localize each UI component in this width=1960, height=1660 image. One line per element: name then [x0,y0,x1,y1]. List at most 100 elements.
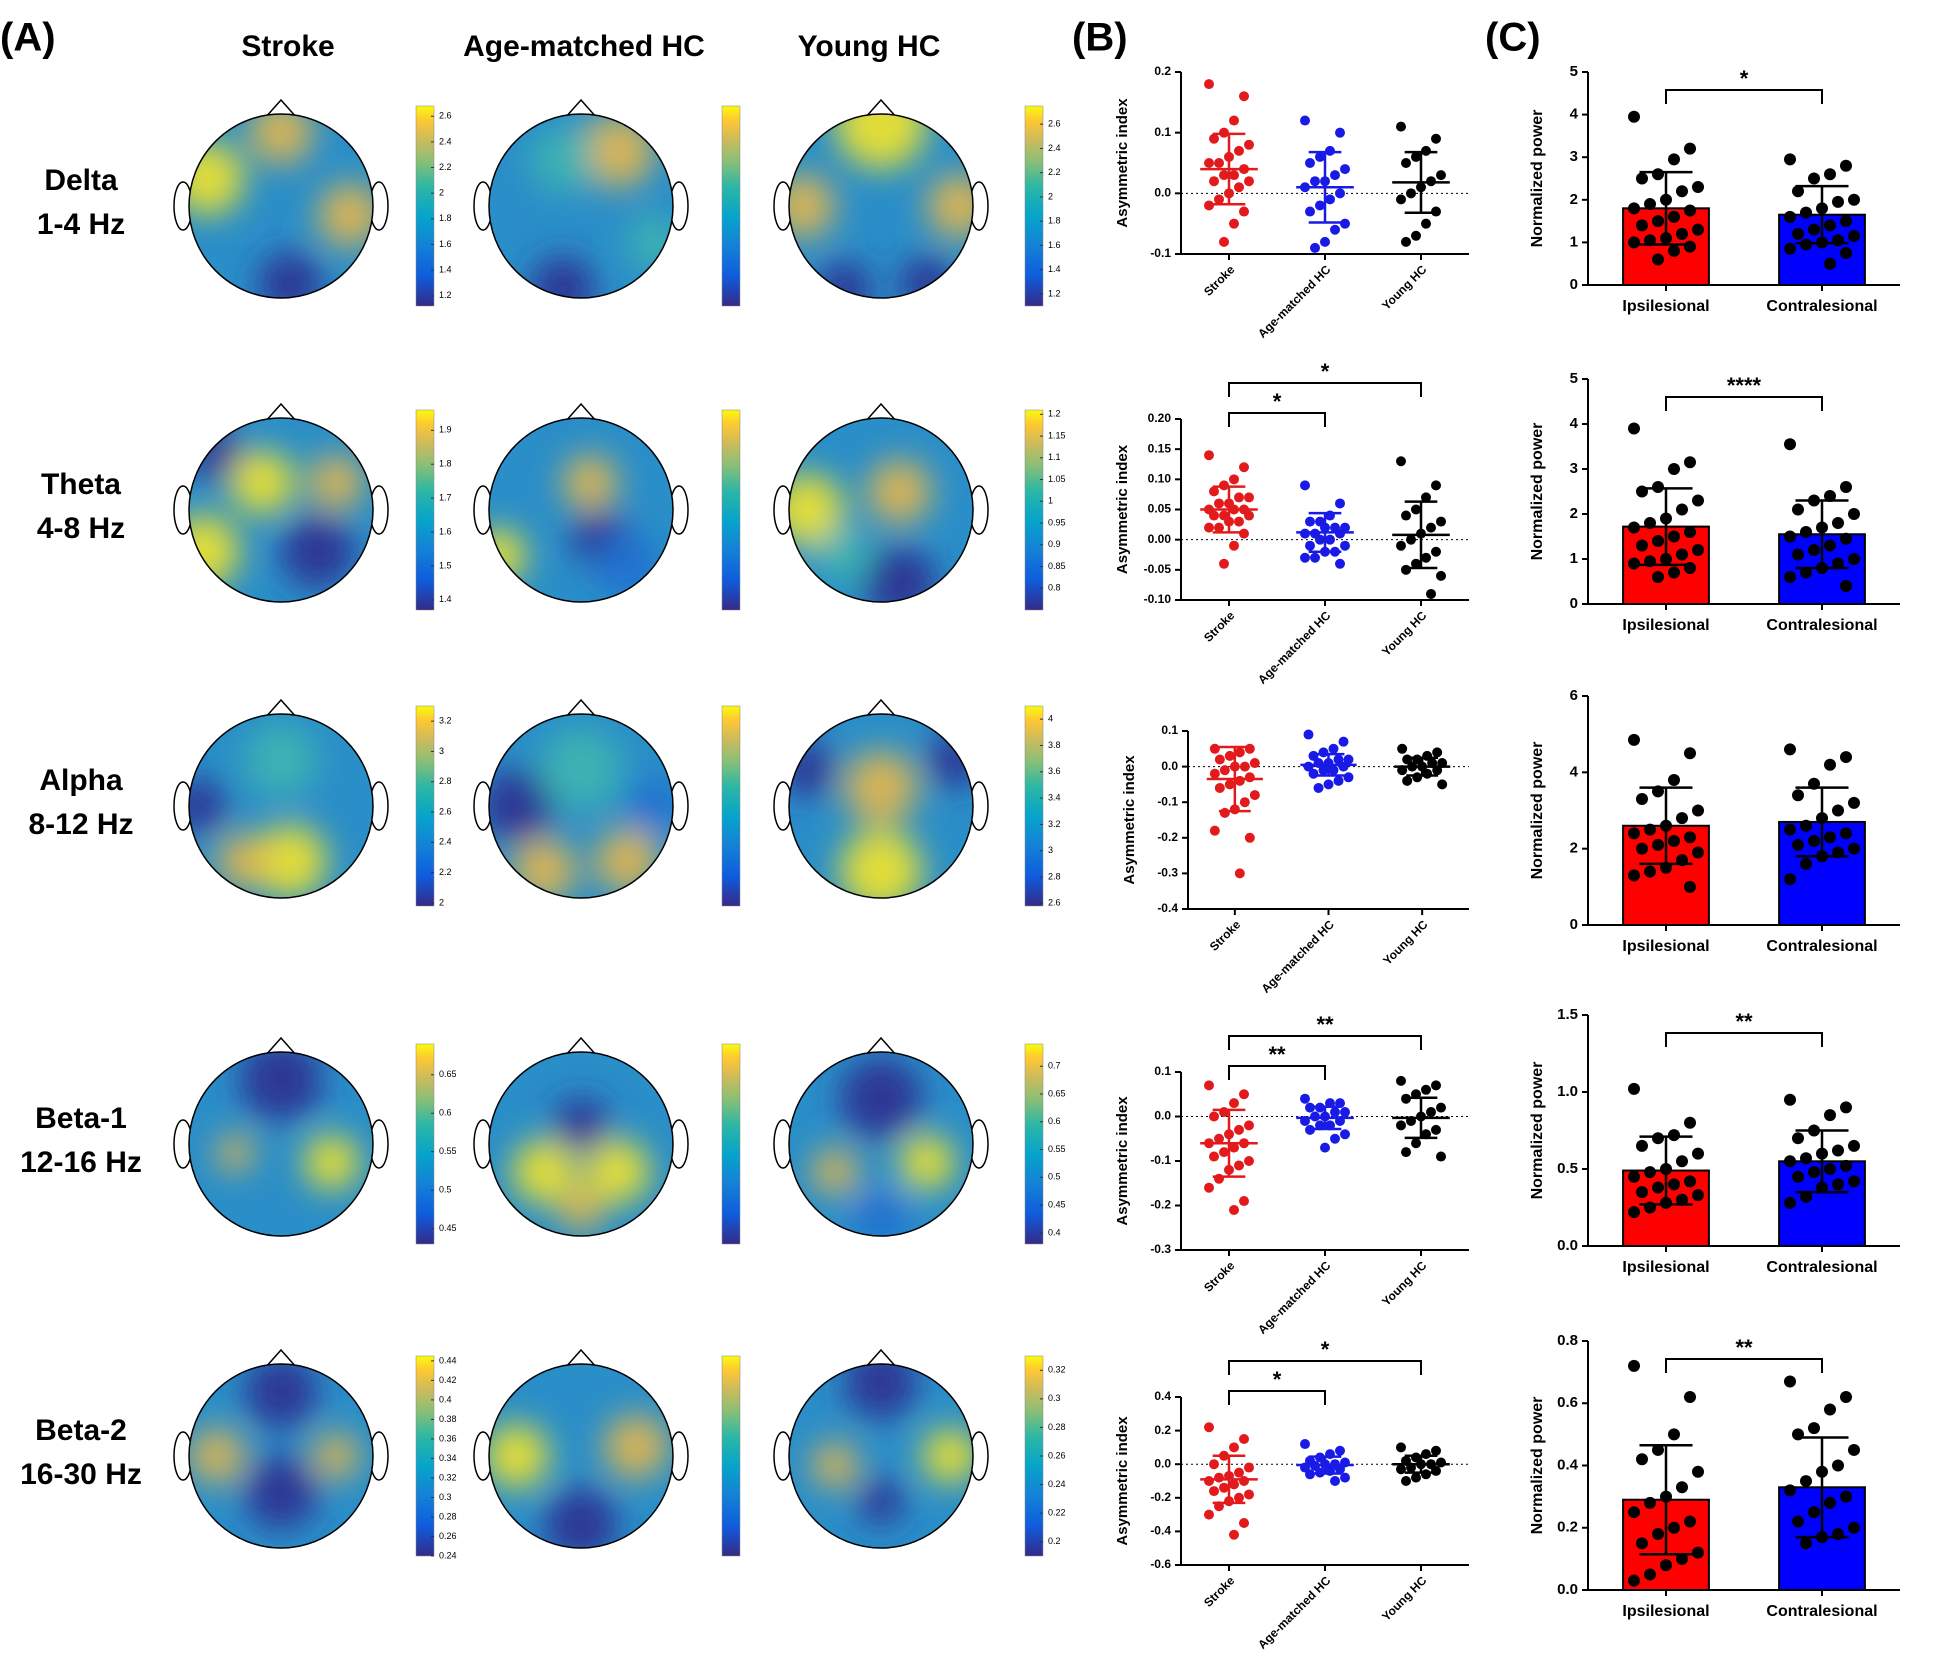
data-point [1668,566,1680,579]
band-range: 12-16 Hz [20,1146,142,1179]
error-bar [1212,485,1246,534]
x-tick-label: Ipsilesional [1622,1603,1709,1620]
error-bar [1218,745,1251,813]
topomap-blobs [189,114,373,298]
data-point [1234,1124,1244,1135]
data-point [1840,827,1852,840]
data-point [1234,1160,1244,1171]
colorbar [721,105,741,307]
data-point [1244,832,1255,843]
data-point [1840,580,1852,592]
band-range: 8-12 Hz [28,808,133,841]
data-point [1636,219,1648,232]
topomap-blob [530,256,595,298]
data-point [1234,492,1244,503]
y-axis-label: Normalized power [1529,742,1546,880]
data-point [1209,743,1220,754]
data-point [1628,733,1640,746]
significance-bracket [1665,1358,1823,1373]
data-point [1239,91,1249,102]
data-point [1668,244,1680,257]
data-point [1808,544,1820,556]
data-point [1824,539,1836,552]
topomap-blob [816,528,872,584]
colorbar-tick-label: 2 [439,188,444,198]
colorbar-tick-label: 0.6 [1048,1116,1061,1126]
colorbar-tick-label: 3.6 [1048,766,1061,776]
data-point [1396,1075,1406,1086]
data-point [1636,1537,1648,1550]
significance-label: ** [1268,1042,1286,1067]
data-point [1214,498,1224,509]
y-tick-label: 0.0 [1154,1109,1171,1123]
data-point [1652,838,1664,851]
topomap-blob [489,769,554,843]
data-point [1832,1144,1844,1157]
data-point [1229,474,1239,485]
data-point [1676,812,1688,825]
data-point [1426,1107,1436,1118]
head-outline [488,1363,674,1549]
significance-label: ** [1735,1335,1753,1360]
data-point [1340,1472,1350,1483]
data-point [1636,793,1648,806]
data-point [1692,804,1704,817]
data-point [1431,1465,1441,1476]
data-point [1784,1484,1796,1497]
data-point [1792,789,1804,802]
data-point [1800,819,1812,832]
data-point [1437,779,1448,790]
data-point [1628,1206,1640,1219]
x-tick-label: Contralesional [1766,1603,1877,1620]
error-bar [1212,1108,1246,1178]
y-tick-label: 0.0 [1557,1581,1578,1598]
significance-label: * [1740,66,1749,91]
data-point [1421,1084,1431,1095]
colorbar [721,1043,741,1245]
colorbar-tick-label: 1.5 [439,560,452,570]
colorbar-tick-label: 1.4 [439,594,452,604]
colorbar-tick-label: 2 [1048,191,1053,201]
data-point [1310,552,1320,563]
topomap-blobs [489,1414,669,1548]
colorbar-tick-label: 2.6 [439,111,452,121]
data-point [1249,758,1260,769]
data-point [1840,1101,1852,1114]
colorbar-tick-label: 1.2 [439,290,452,300]
colorbar-tick-label: 2.4 [439,136,452,146]
data-point [1411,230,1421,241]
colorbar-tick-label: 3.2 [439,716,452,726]
data-point [1792,1170,1804,1183]
topomap-blob [812,1442,858,1489]
data-point [1800,857,1812,870]
data-point [1209,176,1219,187]
y-axis-label: Asymmetric index [1114,444,1131,574]
y-tick-label: -0.6 [1150,1557,1171,1571]
head-outline [788,417,974,603]
data-point [1692,494,1704,507]
data-point [1224,750,1235,761]
colorbar-tick-label: 0.4 [1048,1227,1061,1237]
y-tick-label: 0.2 [1557,1519,1578,1536]
data-point [1684,1175,1696,1188]
y-tick-label: -0.10 [1144,592,1172,606]
data-point [1406,534,1416,545]
y-tick-label: 0.0 [1154,1456,1171,1470]
data-point [1330,224,1340,235]
data-point [1684,1515,1696,1528]
data-point [1244,1489,1254,1500]
data-point [1328,743,1339,754]
topomap-blob [558,1185,604,1232]
data-point [1343,754,1354,765]
y-axis-label: Asymmetric index [1114,98,1131,228]
data-point [1840,247,1852,260]
data-point [1832,1459,1844,1472]
data-point [1204,200,1214,211]
column-title: Age-matched HC [463,30,705,63]
data-point [1848,842,1860,855]
topomap-blob [253,824,327,898]
colorbar-tick-label: 1.4 [1048,264,1061,274]
data-point [1219,170,1229,181]
data-point [1684,142,1696,155]
data-point [1204,1080,1214,1091]
